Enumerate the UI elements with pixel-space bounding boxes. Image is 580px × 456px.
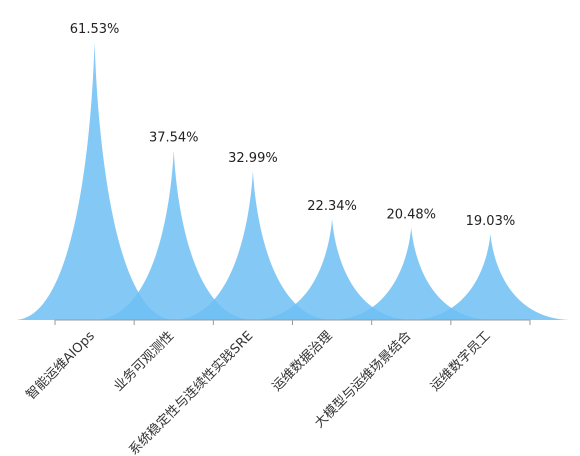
category-label-3: 系统稳定性与连续性实践SRE [126, 328, 256, 456]
spike-bar-6 [411, 234, 570, 320]
value-label-3: 32.99% [228, 151, 278, 166]
x-axis-ticks [54, 320, 531, 325]
value-label-1: 61.53% [70, 22, 120, 37]
spike-bar-1 [15, 42, 174, 320]
category-label-2: 业务可观测性 [111, 328, 177, 394]
category-label-1: 智能运维AIOps [24, 329, 98, 403]
spike-bar-2 [94, 150, 253, 320]
spike-series [15, 42, 570, 320]
value-labels: 61.53% 37.54% 32.99% 22.34% 20.48% 19.03% [70, 22, 515, 229]
category-label-4: 运维数据治理 [270, 329, 336, 395]
spike-bar-5 [332, 227, 491, 320]
value-label-5: 20.48% [386, 207, 436, 222]
spike-bar-4 [252, 219, 412, 320]
value-label-6: 19.03% [466, 214, 516, 229]
value-label-4: 22.34% [307, 199, 357, 214]
category-label-6: 运维数字员工 [428, 329, 494, 395]
value-label-2: 37.54% [149, 130, 199, 145]
spike-bar-3 [173, 170, 333, 320]
